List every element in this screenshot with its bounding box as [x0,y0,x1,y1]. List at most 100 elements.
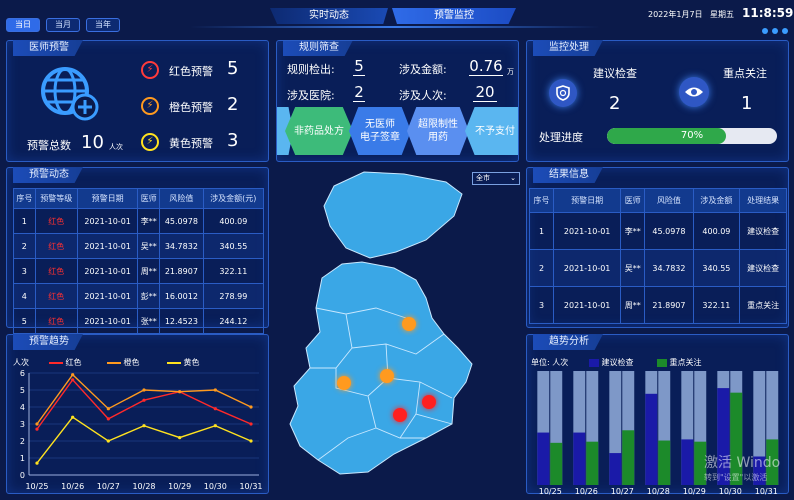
table-row[interactable]: 1 红色 2021-10-01 李** 45.0978 400.09 [13,208,265,234]
yellow-alert-value: 3 [227,130,239,151]
table-row[interactable]: 4 红色 2021-10-01 彭** 16.0012 278.99 [13,283,265,309]
alert-dynamic-panel: 预警动态 序号 预警等级 预警日期 医师 风险值 涉及金额(元) 1 红色 2021… [6,167,269,334]
monitor-process-panel: 监控处理 建议检查 2 重点关注 1 处理进度 70% [526,40,789,162]
eye-icon [679,77,709,107]
bar[interactable] [537,432,550,485]
data-point [178,390,182,394]
city-map[interactable] [276,168,520,484]
result-info-title: 结果信息 [533,167,603,183]
data-point [35,427,39,431]
x-tick-label: 10/30 [204,482,227,491]
tab-realtime[interactable]: 实时动态 [270,8,388,24]
bar[interactable] [717,388,730,485]
table-row[interactable]: 2 红色 2021-10-01 吴** 34.7832 340.55 [13,233,265,259]
bar-track [609,371,622,485]
hex-no-payment[interactable]: 不予支付 [465,107,518,155]
bar-y-axis-label: 单位: 人次 [531,358,569,367]
hex-non-drug-prescription[interactable]: 非药品处方 [285,107,353,155]
lightning-icon: ⚡ [141,133,159,151]
table-row[interactable]: 2 2021-10-01 吴** 34.7832 340.55 建议检查 [528,249,787,287]
bar[interactable] [622,430,635,485]
bar[interactable] [753,456,766,486]
legend-suggest[interactable]: 建议检查 [589,357,634,368]
bar-track [537,371,550,485]
focus-value: 1 [741,93,753,114]
table-row[interactable]: 3 2021-10-01 周** 21.8907 322.11 重点关注 [528,286,787,324]
data-point [106,407,110,411]
table-row[interactable]: 3 红色 2021-10-01 周** 21.8907 322.11 [13,258,265,284]
bar-track [586,371,599,485]
data-point [71,378,75,382]
alert-trend-panel: 预警趋势 人次 红色 橙色 黄色 0 1 2 3 4 5 6 10/25 10/26 10/27 1… [6,334,269,494]
data-point [71,373,75,377]
tab-year[interactable]: 当年 [86,18,120,32]
alert-total-unit: 人次 [109,143,123,151]
bar[interactable] [694,441,707,485]
bar-track [753,371,766,485]
bar-track [573,371,586,485]
rule-screening-panel: 规则筛查 规则检出: 5 涉及金额: 0.76 万 涉及医院: 2 涉及人次: … [276,40,519,162]
hex-restricted-drug[interactable]: 超限制性 用药 [407,107,469,155]
x-tick-label: 10/28 [647,487,670,495]
map-island[interactable] [323,171,463,259]
district-select-value: 全市 [476,174,490,182]
col-header: 预警等级 [34,188,78,209]
bar[interactable] [681,439,694,485]
table-row[interactable]: 5 红色 2021-10-01 张** 12.4523 244.12 [13,308,265,334]
data-point [35,461,39,465]
bar[interactable] [550,442,563,485]
bar-track [766,371,779,485]
bar[interactable] [573,432,586,485]
legend-yellow[interactable]: 黄色 [167,357,200,368]
hex-no-signature[interactable]: 无医师 电子签章 [349,107,411,155]
bar[interactable] [586,441,599,485]
x-tick-label: 10/31 [755,487,778,495]
legend-red[interactable]: 红色 [49,357,82,368]
legend-focus-label: 重点关注 [669,358,702,367]
bar[interactable] [730,392,743,485]
bar[interactable] [609,453,622,485]
orange-alert-label: 橙色预警 [169,101,213,114]
suggest-check-value: 2 [609,93,621,114]
map-marker[interactable] [422,395,436,409]
progress-label: 处理进度 [539,131,583,144]
col-header: 医师 [137,188,161,209]
legend-orange-label: 橙色 [123,358,140,367]
data-point [213,388,217,392]
trend-analysis-title: 趋势分析 [533,334,603,350]
red-alert-value: 5 [227,58,239,79]
header-time: 11:8:59 [742,6,794,20]
col-header: 序号 [528,188,555,213]
doctor-alert-panel: 医师预警 预警总数 10 人次 ⚡ 红色预警 5 ⚡ 橙色预警 2 ⚡ 黄色预警… [6,40,269,162]
data-point [142,424,146,428]
x-tick-label: 10/25 [539,487,562,495]
district-select[interactable]: 全市 ⌄ [472,172,520,185]
rule-persons-value: 20 [473,83,497,102]
alert-total-value: 10 [81,132,104,153]
legend-orange[interactable]: 橙色 [107,357,140,368]
bar[interactable] [766,439,779,485]
doctor-alert-title: 医师预警 [13,40,83,56]
table-row[interactable]: 1 2021-10-01 李** 45.0978 400.09 建议检查 [528,212,787,250]
col-header: 风险值 [159,188,204,209]
alert-trend-chart: 0 1 2 3 4 5 6 10/25 10/26 10/27 10/28 10/29 10/30 10/… [20,369,263,491]
map-marker[interactable] [393,408,407,422]
map-marker[interactable] [380,369,394,383]
header-date: 2022年1月7日 [648,10,703,19]
col-header: 序号 [13,188,36,209]
rule-hospitals-value: 2 [353,83,365,102]
map-marker[interactable] [402,317,416,331]
orange-alert-row: ⚡ 橙色预警 2 [141,94,261,119]
bar-track [694,371,707,485]
bar[interactable] [658,440,671,485]
map-marker[interactable] [337,376,351,390]
tab-today[interactable]: 当日 [6,18,40,32]
legend-focus[interactable]: 重点关注 [657,357,702,368]
data-point [142,398,146,402]
tab-alert-monitor[interactable]: 预警监控 [392,8,516,24]
data-point [249,422,253,426]
tab-month[interactable]: 当月 [46,18,80,32]
more-dots-icon[interactable] [762,28,790,36]
header-underline [190,26,600,28]
bar[interactable] [645,393,658,485]
